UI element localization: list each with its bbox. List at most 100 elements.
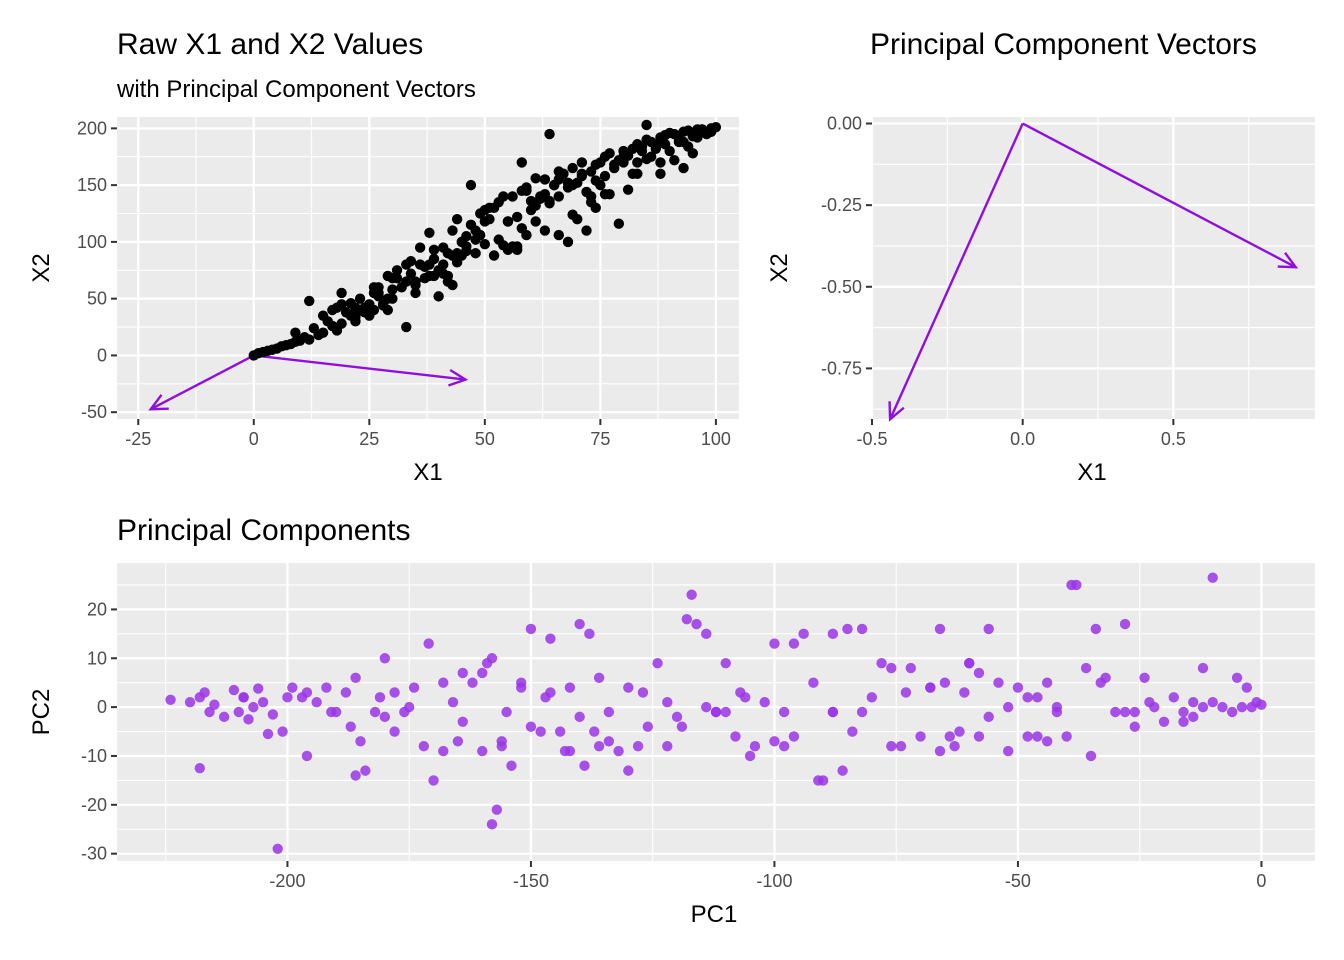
data-point — [447, 697, 459, 708]
data-point — [632, 157, 643, 168]
data-point — [373, 287, 384, 299]
data-point — [1012, 682, 1024, 693]
data-point — [1051, 701, 1063, 713]
data-point — [516, 677, 527, 688]
data-point — [345, 721, 356, 732]
data-point — [1217, 701, 1228, 713]
data-point — [788, 638, 800, 649]
x-tick-label: 0.5 — [1161, 429, 1186, 449]
data-point — [321, 682, 332, 693]
data-point — [1066, 579, 1077, 591]
data-point — [438, 677, 449, 688]
data-point — [595, 179, 606, 191]
data-point — [438, 745, 449, 757]
data-point — [184, 697, 196, 708]
data-point — [983, 711, 994, 723]
data-point — [479, 204, 491, 216]
data-point — [403, 701, 415, 713]
data-point — [498, 191, 509, 202]
data-point — [418, 740, 430, 752]
data-point — [567, 209, 578, 220]
data-point — [461, 245, 472, 257]
data-point — [1168, 692, 1179, 703]
data-point — [1022, 731, 1033, 742]
data-point — [506, 760, 517, 771]
data-point — [554, 726, 566, 737]
data-point — [502, 216, 514, 227]
y-tick-label: 150 — [77, 175, 107, 195]
component-vector-arrow — [253, 354, 466, 381]
data-point — [886, 740, 897, 752]
data-point — [993, 677, 1004, 688]
data-point — [511, 244, 523, 256]
x-tick-label: -200 — [269, 871, 305, 891]
data-point — [277, 726, 288, 737]
component-vector-arrow — [150, 354, 255, 411]
panel3-title: Principal Components — [117, 514, 410, 547]
data-point — [350, 302, 361, 313]
arrow-head — [888, 401, 905, 422]
data-point — [544, 128, 555, 140]
data-point — [1178, 716, 1189, 727]
data-point — [516, 157, 528, 168]
data-point — [574, 618, 585, 630]
panel1-y-axis-label: X2 — [28, 253, 55, 282]
data-point — [496, 736, 507, 747]
data-point — [895, 740, 907, 752]
panel1-grid — [117, 117, 739, 419]
data-point — [964, 657, 975, 669]
data-point — [847, 726, 858, 737]
data-point — [405, 268, 417, 279]
data-point — [1022, 692, 1033, 703]
y-tick-label: -20 — [81, 795, 107, 815]
data-point — [769, 638, 780, 649]
data-point — [539, 174, 551, 185]
panel2-y-axis-label: X2 — [766, 253, 793, 282]
data-point — [1207, 697, 1218, 708]
data-point — [525, 721, 537, 732]
data-point — [539, 225, 551, 236]
data-point — [769, 736, 780, 747]
data-point — [238, 692, 249, 703]
data-point — [973, 667, 985, 679]
y-tick-label: 100 — [77, 232, 107, 252]
data-point — [652, 657, 663, 669]
data-point — [808, 677, 819, 688]
data-point — [511, 211, 523, 223]
data-point — [692, 132, 703, 143]
data-point — [641, 119, 652, 131]
x-tick-label: 50 — [475, 429, 495, 449]
data-point — [609, 162, 620, 174]
x-tick-label: 100 — [701, 429, 731, 449]
data-point — [521, 182, 532, 193]
data-point — [642, 721, 654, 732]
component-vector-arrow — [1022, 122, 1297, 269]
y-tick-label: 50 — [87, 289, 107, 309]
data-point — [336, 318, 347, 329]
data-point — [525, 623, 537, 635]
data-point — [360, 765, 371, 776]
data-point — [377, 299, 389, 310]
panel3-points — [165, 572, 1267, 854]
data-point — [579, 760, 590, 771]
data-point — [535, 191, 546, 202]
data-point — [470, 248, 481, 259]
y-tick-label: 200 — [77, 118, 107, 138]
data-point — [827, 706, 839, 718]
data-point — [842, 623, 853, 635]
data-point — [905, 662, 916, 674]
data-point — [165, 694, 176, 705]
data-point — [585, 191, 597, 202]
data-point — [530, 173, 541, 184]
data-point — [262, 728, 274, 740]
data-point — [470, 234, 481, 245]
data-point — [706, 126, 717, 137]
data-point — [744, 750, 756, 762]
component-vector-arrow — [888, 123, 1024, 420]
data-point — [423, 638, 434, 649]
y-tick-label: -0.25 — [821, 195, 862, 215]
data-point — [934, 745, 946, 757]
data-point — [632, 740, 644, 752]
data-point — [623, 765, 634, 776]
